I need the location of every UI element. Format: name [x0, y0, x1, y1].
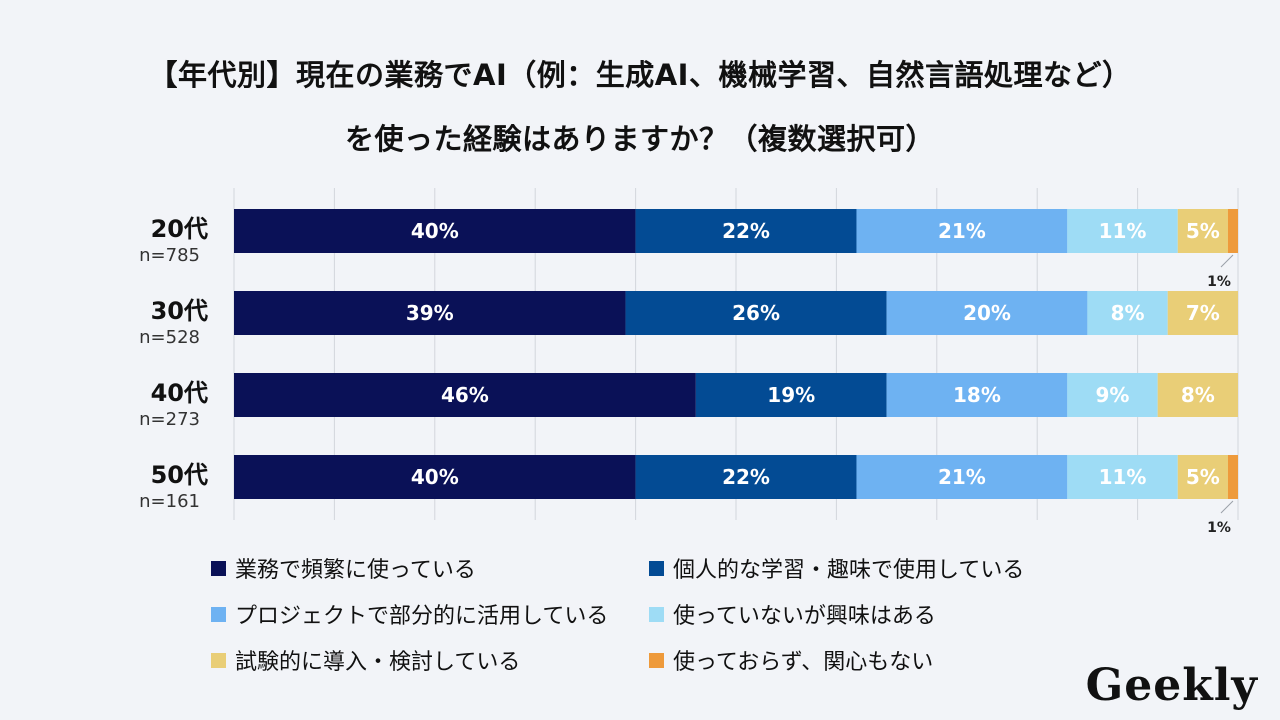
- bar-segment: [234, 373, 696, 417]
- category-label: 30代: [151, 297, 208, 325]
- legend-label: 個人的な学習・趣味で使用している: [673, 558, 1025, 583]
- callout-line: [1220, 254, 1234, 268]
- legend-swatch: [649, 606, 664, 622]
- bar-segment: [1067, 209, 1178, 253]
- bar-segment: [1067, 373, 1158, 417]
- data-label: 5%: [1186, 219, 1220, 243]
- sample-size-label: n=161: [139, 491, 200, 512]
- data-label: 21%: [938, 219, 986, 243]
- category-label: 20代: [151, 215, 208, 243]
- data-label-callout: 1%: [1207, 274, 1231, 290]
- legend-swatch: [211, 606, 226, 622]
- category-label: 40代: [151, 379, 208, 407]
- sample-size-label: n=273: [139, 409, 200, 430]
- callout-line: [1220, 500, 1234, 514]
- bar-segment: [886, 291, 1088, 335]
- data-label: 39%: [406, 301, 454, 325]
- bar-segment: [635, 455, 857, 499]
- legend-label: 試験的に導入・検討している: [235, 650, 521, 675]
- category-label: 50代: [151, 461, 208, 489]
- legend-item-no-interest: 使っておらず、関心もない: [649, 644, 1069, 676]
- bar-segment: [234, 291, 626, 335]
- bar-segment: [886, 373, 1068, 417]
- bar-segment: [1227, 455, 1238, 499]
- data-label: 11%: [1099, 219, 1147, 243]
- chart-title-line2: を使った経験はありますか？（複数選択可）: [344, 122, 935, 156]
- legend-label: プロジェクトで部分的に活用している: [235, 604, 609, 629]
- data-label: 9%: [1096, 383, 1130, 407]
- bar-segment: [1067, 455, 1178, 499]
- data-label: 40%: [411, 465, 459, 489]
- data-label: 5%: [1186, 465, 1220, 489]
- chart-title-line1: 【年代別】現在の業務でAI（例：生成AI、機械学習、自然言語処理など）: [148, 58, 1132, 92]
- chart-legend: 業務で頻繁に使っている 個人的な学習・趣味で使用している プロジェクトで部分的に…: [211, 552, 1071, 676]
- sample-size-label: n=528: [139, 327, 200, 348]
- legend-item-project: プロジェクトで部分的に活用している: [211, 598, 649, 630]
- legend-label: 使っておらず、関心もない: [673, 650, 934, 675]
- legend-swatch: [211, 560, 226, 576]
- bar-segment: [1227, 209, 1238, 253]
- data-label: 11%: [1099, 465, 1147, 489]
- data-label: 20%: [963, 301, 1011, 325]
- data-label: 46%: [441, 383, 489, 407]
- legend-swatch: [211, 652, 226, 668]
- bar-segment: [1177, 209, 1228, 253]
- bar-segment: [234, 209, 636, 253]
- bar-segment: [635, 209, 857, 253]
- bar-segment: [1167, 291, 1238, 335]
- data-label-callout: 1%: [1207, 520, 1231, 536]
- legend-item-personal: 個人的な学習・趣味で使用している: [649, 552, 1069, 584]
- bar-segment: [625, 291, 887, 335]
- bar-segment: [1177, 455, 1228, 499]
- sample-size-label: n=785: [139, 245, 200, 266]
- bar-segment: [856, 209, 1068, 253]
- data-label: 26%: [732, 301, 780, 325]
- data-label: 22%: [722, 219, 770, 243]
- bar-segment: [1087, 291, 1168, 335]
- legend-label: 使っていないが興味はある: [673, 604, 936, 629]
- data-label: 8%: [1181, 383, 1215, 407]
- data-label: 7%: [1186, 301, 1220, 325]
- legend-item-interested: 使っていないが興味はある: [649, 598, 1069, 630]
- bar-segment: [695, 373, 887, 417]
- data-label: 19%: [767, 383, 815, 407]
- data-label: 22%: [722, 465, 770, 489]
- data-label: 18%: [953, 383, 1001, 407]
- legend-label: 業務で頻繁に使っている: [235, 558, 476, 583]
- bar-segment: [856, 455, 1068, 499]
- data-label: 40%: [411, 219, 459, 243]
- legend-swatch: [649, 652, 664, 668]
- legend-item-frequent: 業務で頻繁に使っている: [211, 552, 649, 584]
- bar-segment: [234, 455, 636, 499]
- legend-swatch: [649, 560, 664, 576]
- data-label: 21%: [938, 465, 986, 489]
- data-label: 8%: [1111, 301, 1145, 325]
- bar-segment: [1157, 373, 1238, 417]
- geekly-logo: Geekly: [1085, 660, 1258, 711]
- legend-item-trial: 試験的に導入・検討している: [211, 644, 649, 676]
